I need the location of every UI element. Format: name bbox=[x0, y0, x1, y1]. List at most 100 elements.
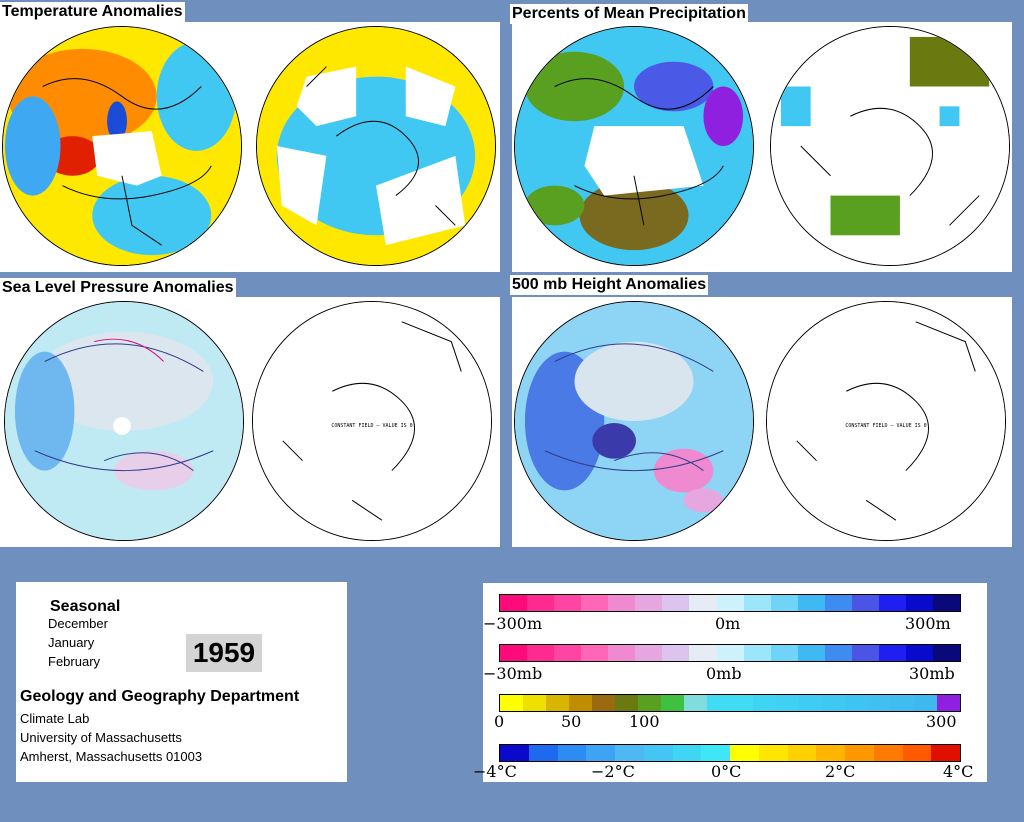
colorbar-swatch bbox=[730, 695, 753, 711]
colorbar-swatch bbox=[787, 745, 817, 761]
height500-globe-right: CONSTANT FIELD — VALUE IS 0 bbox=[766, 301, 1006, 541]
precipitation-panel bbox=[512, 22, 1012, 272]
department-label: Geology and Geography Department bbox=[20, 688, 300, 705]
colorbar-swatch bbox=[527, 595, 555, 611]
colorbar-swatch bbox=[662, 595, 690, 611]
colorbar-swatch bbox=[546, 695, 569, 711]
height-label-min: −300m bbox=[483, 614, 543, 633]
precip-colorbar bbox=[499, 694, 961, 712]
precipitation-title: Percents of Mean Precipitation bbox=[510, 4, 748, 24]
colorbar-swatch bbox=[937, 695, 960, 711]
month-2: January bbox=[48, 635, 95, 650]
temperature-globe-left bbox=[2, 26, 242, 266]
year-display: 1959 bbox=[186, 634, 262, 672]
temp-label-m4: −4°C bbox=[473, 762, 517, 781]
colorbar-swatch bbox=[608, 595, 636, 611]
colorbar-swatch bbox=[851, 595, 879, 611]
season-label: Seasonal bbox=[50, 598, 121, 615]
colorbar-swatch bbox=[905, 595, 933, 611]
colorbar-swatch bbox=[500, 695, 523, 711]
colorbar-swatch bbox=[770, 595, 798, 611]
colorbar-swatch bbox=[845, 745, 874, 761]
slp-panel: CONSTANT FIELD — VALUE IS 0 bbox=[0, 297, 500, 547]
colorbar-swatch bbox=[824, 595, 852, 611]
colorbar-swatch bbox=[701, 745, 730, 761]
colorbar-swatch bbox=[500, 745, 529, 761]
slp-map-right bbox=[253, 302, 491, 540]
precipitation-globe-left bbox=[514, 26, 754, 266]
colorbar-swatch bbox=[554, 595, 582, 611]
colorbar-swatch bbox=[753, 695, 776, 711]
colorbar-swatch bbox=[797, 595, 825, 611]
legend-box: −300m 0m 300m −30mb 0mb 30mb 0 50 100 30… bbox=[473, 583, 987, 782]
colorbar-swatch bbox=[500, 645, 528, 661]
colorbar-swatch bbox=[730, 745, 759, 761]
colorbar-swatch bbox=[581, 645, 609, 661]
colorbar-swatch bbox=[933, 595, 961, 611]
lab-label: Climate Lab bbox=[20, 711, 90, 726]
precipitation-globe-right bbox=[770, 26, 1010, 266]
colorbar-swatch bbox=[797, 645, 825, 661]
colorbar-swatch bbox=[643, 745, 673, 761]
month-3: February bbox=[48, 654, 101, 669]
colorbar-swatch bbox=[684, 695, 707, 711]
precip-label-100: 100 bbox=[629, 712, 660, 731]
colorbar-swatch bbox=[824, 645, 852, 661]
colorbar-swatch bbox=[851, 645, 879, 661]
colorbar-swatch bbox=[822, 695, 845, 711]
colorbar-swatch bbox=[716, 645, 744, 661]
slp-map-left bbox=[5, 302, 243, 540]
colorbar-swatch bbox=[689, 645, 717, 661]
pressure-label-min: −30mb bbox=[483, 664, 543, 683]
pressure-colorbar bbox=[499, 644, 961, 662]
colorbar-swatch bbox=[905, 645, 933, 661]
height500-globe-left bbox=[514, 301, 754, 541]
colorbar-swatch bbox=[716, 595, 744, 611]
temperature-panel bbox=[0, 22, 500, 272]
month-1: December bbox=[48, 616, 108, 631]
height-label-max: 300m bbox=[905, 614, 951, 633]
pressure-label-max: 30mb bbox=[909, 664, 955, 683]
colorbar-swatch bbox=[770, 645, 798, 661]
colorbar-swatch bbox=[743, 595, 771, 611]
colorbar-swatch bbox=[873, 745, 903, 761]
temp-label-p2: 2°C bbox=[825, 762, 856, 781]
colorbar-swatch bbox=[816, 745, 845, 761]
colorbar-swatch bbox=[902, 745, 932, 761]
colorbar-swatch bbox=[557, 745, 587, 761]
precipitation-map-right bbox=[771, 27, 1009, 265]
colorbar-swatch bbox=[586, 745, 615, 761]
colorbar-swatch bbox=[528, 745, 558, 761]
university-label: University of Massachusetts bbox=[20, 730, 182, 745]
colorbar-swatch bbox=[608, 645, 636, 661]
colorbar-swatch bbox=[615, 745, 644, 761]
height500-map-left bbox=[515, 302, 753, 540]
colorbar-swatch bbox=[661, 695, 684, 711]
colorbar-swatch bbox=[933, 645, 961, 661]
colorbar-swatch bbox=[878, 645, 906, 661]
colorbar-swatch bbox=[868, 695, 891, 711]
precipitation-map-left bbox=[515, 27, 753, 265]
colorbar-swatch bbox=[527, 645, 555, 661]
colorbar-swatch bbox=[776, 695, 799, 711]
colorbar-swatch bbox=[635, 595, 663, 611]
colorbar-swatch bbox=[707, 695, 730, 711]
colorbar-swatch bbox=[845, 695, 868, 711]
colorbar-swatch bbox=[569, 695, 592, 711]
height-colorbar bbox=[499, 594, 961, 612]
height500-map-right bbox=[767, 302, 1005, 540]
info-box: Seasonal December January February 1959 … bbox=[16, 582, 347, 782]
height500-title: 500 mb Height Anomalies bbox=[510, 275, 709, 295]
colorbar-swatch bbox=[931, 745, 960, 761]
temperature-map-left bbox=[3, 27, 241, 265]
colorbar-swatch bbox=[672, 745, 702, 761]
colorbar-swatch bbox=[554, 645, 582, 661]
colorbar-swatch bbox=[799, 695, 822, 711]
colorbar-swatch bbox=[638, 695, 661, 711]
temperature-title: Temperature Anomalies bbox=[0, 2, 185, 22]
colorbar-swatch bbox=[689, 595, 717, 611]
colorbar-swatch bbox=[500, 595, 528, 611]
temp-label-0: 0°C bbox=[711, 762, 742, 781]
colorbar-swatch bbox=[662, 645, 690, 661]
precip-label-50: 50 bbox=[561, 712, 582, 731]
